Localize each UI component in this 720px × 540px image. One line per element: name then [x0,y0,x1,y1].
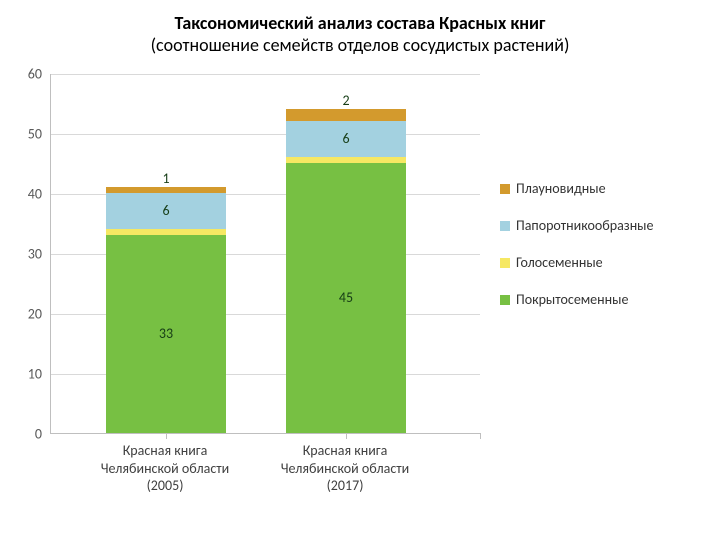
legend-swatch [500,258,510,268]
legend-swatch [500,221,510,231]
legend-label: Покрытосеменные [516,291,628,308]
legend-item: Покрытосеменные [500,291,653,308]
legend-swatch [500,295,510,305]
x-axis-label: Красная книгаЧелябинской области(2005) [80,442,250,495]
legend-item: Папоротникообразные [500,217,653,234]
y-tick-label: 30 [28,246,42,263]
y-axis: 0102030405060 [0,74,50,434]
legend-item: Плауновидные [500,180,653,197]
bar-value-label: 6 [286,132,406,146]
grid-line [51,134,480,135]
legend-item: Голосеменные [500,254,653,271]
bar-value-label: 6 [106,204,226,218]
x-tick-mark [480,433,481,439]
bar-segment: 45 [286,163,406,433]
bar-segment [286,109,406,121]
title-line1: Таксономический анализ состава Красных к… [0,12,720,34]
bar-segment: 33 [106,235,226,433]
chart-plot-area: 0102030405060 3316145162 Красная книгаЧе… [50,74,480,434]
x-tick-mark [166,433,167,439]
bar-segment [106,187,226,193]
y-tick-label: 40 [28,186,42,203]
y-tick-label: 0 [35,426,42,443]
y-tick-label: 50 [28,126,42,143]
plot: 3316145162 [50,74,480,434]
y-tick-label: 60 [28,66,42,83]
legend-label: Плауновидные [516,180,606,197]
bar-value-label: 1 [106,172,226,186]
x-tick-mark [346,433,347,439]
y-tick-label: 20 [28,306,42,323]
chart-title: Таксономический анализ состава Красных к… [0,0,720,64]
bar-value-label: 33 [106,327,226,341]
bar-value-label: 45 [286,291,406,305]
y-tick-label: 10 [28,366,42,383]
grid-line [51,74,480,75]
bar-segment [286,157,406,163]
legend-label: Папоротникообразные [516,217,653,234]
x-axis-label: Красная книгаЧелябинской области(2017) [260,442,430,495]
bar-value-label: 2 [286,94,406,108]
bar-segment: 6 [286,121,406,157]
title-line2: (соотношение семейств отделов сосудистых… [0,34,720,56]
legend-swatch [500,184,510,194]
legend: Плауновидные Папоротникообразные Голосемен… [500,180,653,328]
bar-segment: 6 [106,193,226,229]
bar-segment [106,229,226,235]
legend-label: Голосеменные [516,254,603,271]
